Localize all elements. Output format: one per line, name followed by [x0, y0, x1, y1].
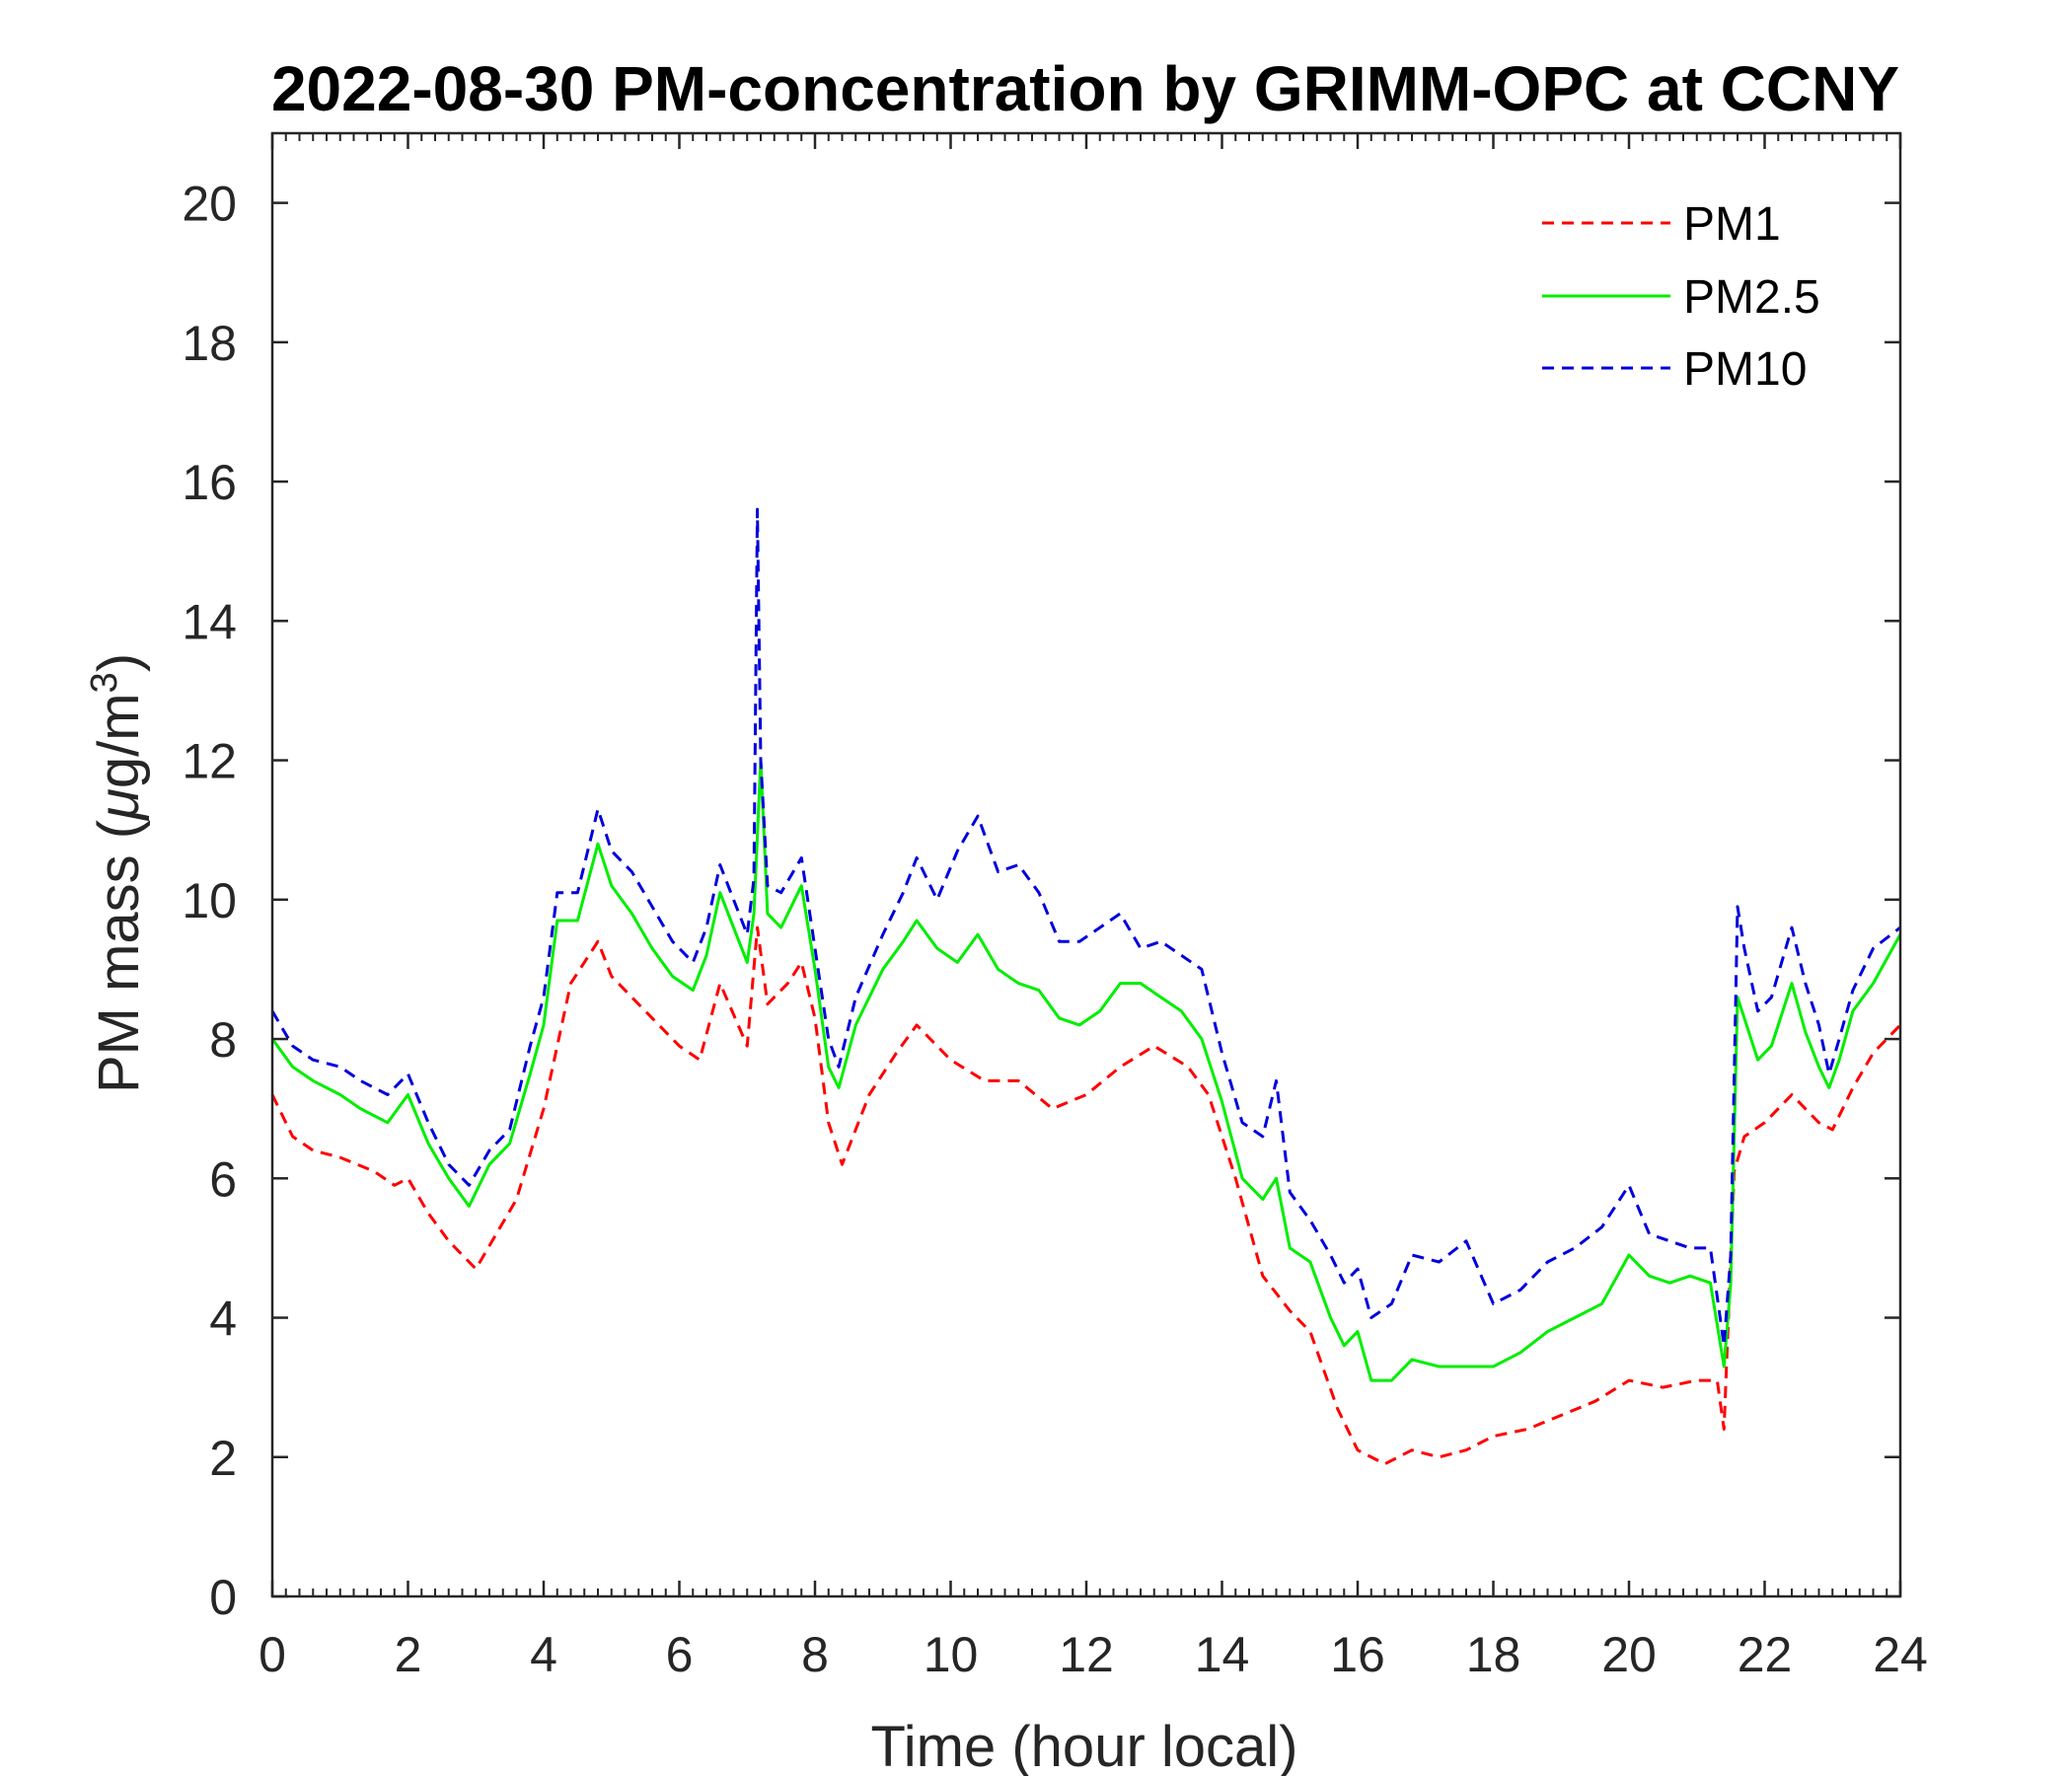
- legend: PM1 PM2.5 PM10: [1542, 198, 1820, 396]
- series-line-pm1: [270, 925, 1902, 1466]
- x-tick-label: 10: [924, 1627, 979, 1682]
- y-axis-label-close: ): [87, 653, 151, 672]
- y-tick-label: 16: [182, 455, 237, 510]
- y-tick-label: 0: [209, 1570, 237, 1625]
- y-tick-label: 18: [182, 316, 237, 371]
- y-axis-label-mu: μ: [87, 788, 151, 822]
- y-axis-label-exponent: 3: [84, 672, 125, 693]
- x-axis-label: Time (hour local): [871, 1715, 1298, 1776]
- x-tick-label: 8: [801, 1627, 829, 1682]
- x-tick-label: 12: [1059, 1627, 1114, 1682]
- x-tick-label: 22: [1738, 1627, 1793, 1682]
- y-tick-label: 20: [182, 177, 237, 232]
- legend-label-pm1: PM1: [1683, 198, 1781, 251]
- y-tick-label: 14: [182, 594, 237, 649]
- series-line-pm10: [270, 507, 1901, 1348]
- x-tick-label: 6: [666, 1627, 694, 1682]
- series-line-pm25: [270, 759, 1902, 1382]
- y-tick-label: 8: [209, 1012, 237, 1068]
- y-axis-label-main: PM mass (: [87, 820, 151, 1093]
- x-tick-label: 14: [1195, 1627, 1250, 1682]
- x-tick-label: 18: [1466, 1627, 1521, 1682]
- y-axis-label: PM mass (μg/m3): [84, 653, 151, 1093]
- x-tick-label: 0: [259, 1627, 286, 1682]
- y-axis-label-unit: g/m: [87, 693, 151, 788]
- x-tick-label: 4: [530, 1627, 557, 1682]
- y-tick-label: 2: [209, 1431, 237, 1486]
- legend-label-pm25: PM2.5: [1683, 271, 1820, 324]
- legend-label-pm10: PM10: [1683, 343, 1807, 396]
- x-tick-label: 20: [1601, 1627, 1657, 1682]
- chart-title: 2022-08-30 PM-concentration by GRIMM-OPC…: [271, 53, 1899, 124]
- x-tick-label: 24: [1873, 1627, 1928, 1682]
- y-tick-label: 12: [182, 734, 237, 789]
- y-tick-label: 10: [182, 873, 237, 928]
- x-tick-label: 16: [1330, 1627, 1385, 1682]
- series-layer: [270, 507, 1902, 1466]
- y-tick-label: 4: [209, 1292, 237, 1347]
- y-tick-label: 6: [209, 1151, 237, 1207]
- x-tick-label: 2: [395, 1627, 422, 1682]
